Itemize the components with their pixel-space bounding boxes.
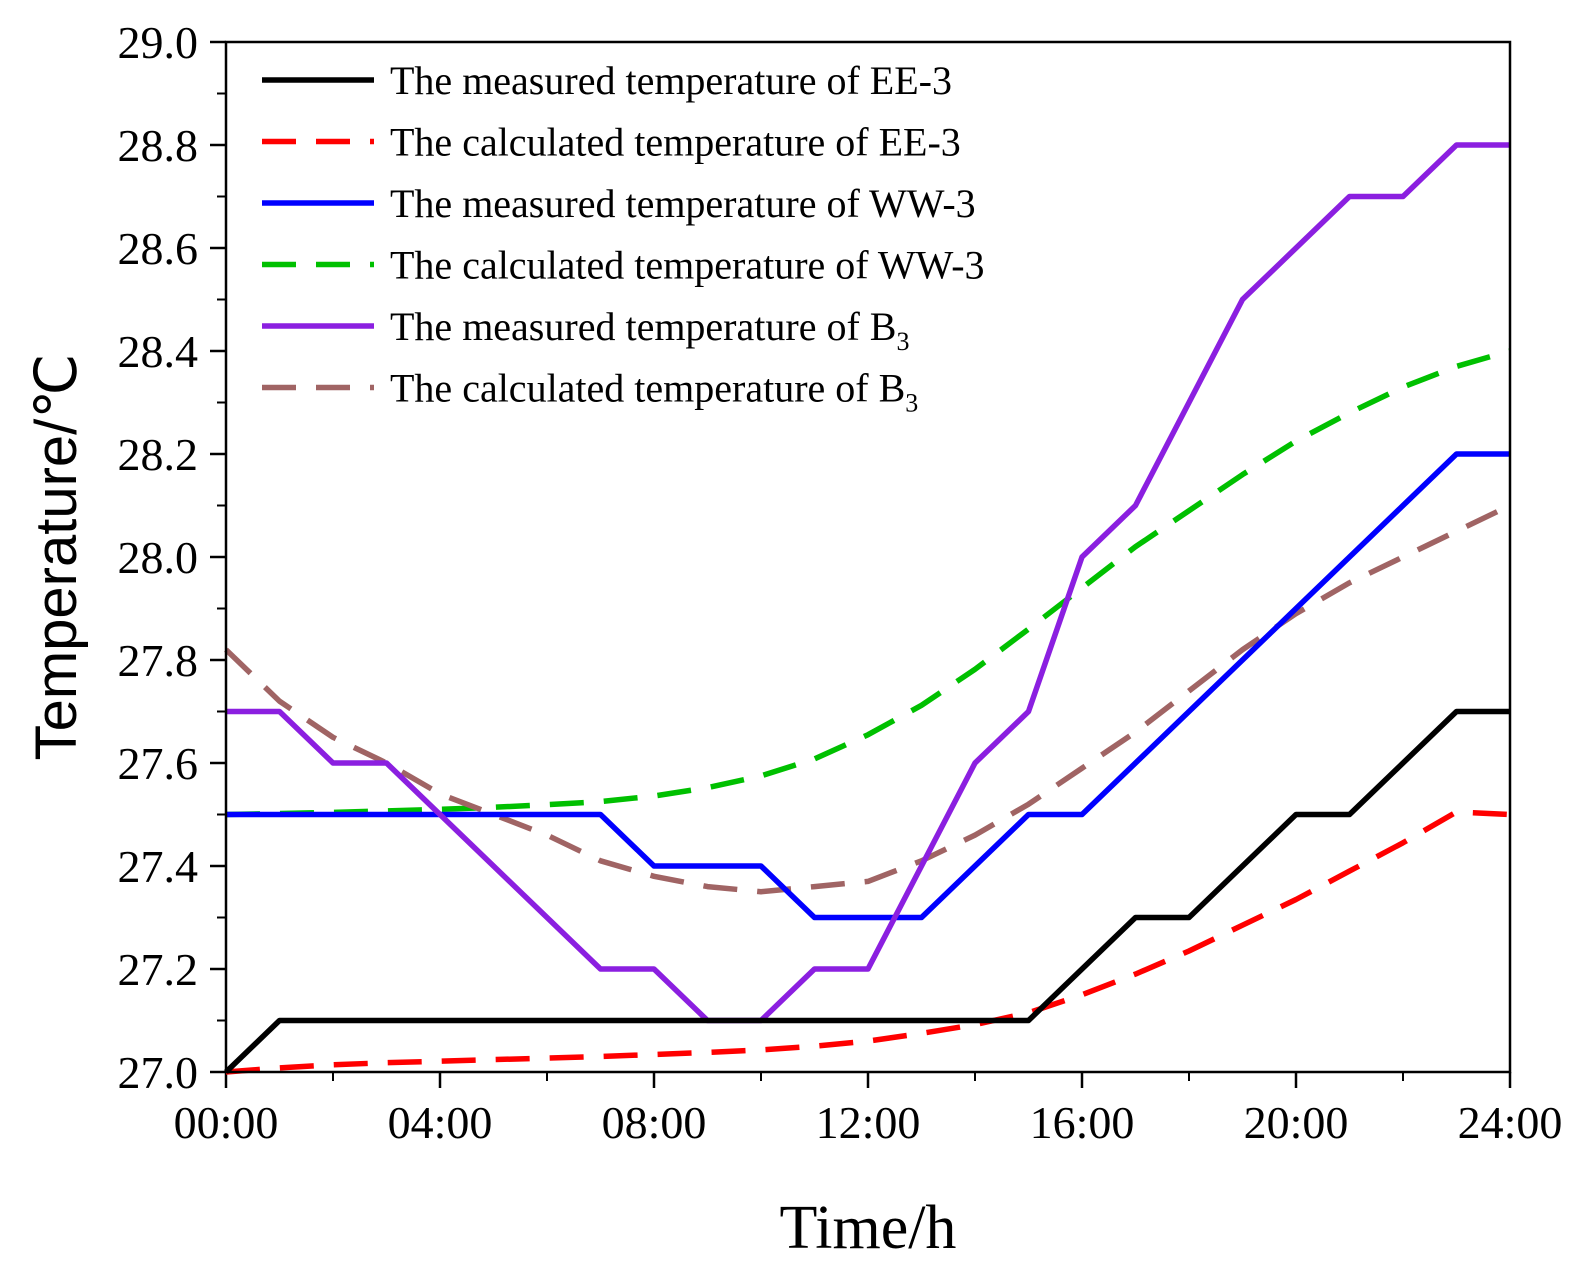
x-tick-label: 12:00 (816, 1097, 921, 1148)
x-tick-label: 08:00 (602, 1097, 707, 1148)
y-axis-title: Temperature/℃ (24, 354, 89, 761)
y-tick-label: 28.2 (118, 429, 199, 480)
y-tick-label: 27.4 (118, 841, 199, 892)
series-layer (224, 142, 1512, 1075)
series-line-1 (224, 708, 1510, 1074)
x-tick-label: 24:00 (1458, 1097, 1563, 1148)
x-axis-title: Time/h (780, 1194, 957, 1262)
y-tick-label: 27.2 (118, 944, 199, 995)
x-tick-label: 00:00 (174, 1097, 279, 1148)
x-tick-label: 04:00 (388, 1097, 493, 1148)
axis-ticks: 00:00 04:00 08:00 12:00 16:00 20:00 24:00 27.0 2… (118, 17, 1563, 1148)
legend-label-4: The calculated temperature of WW-3 (390, 243, 985, 288)
y-tick-label: 27.0 (118, 1047, 199, 1098)
series-line-5 (226, 142, 1510, 1024)
x-tick-label: 16:00 (1030, 1097, 1135, 1148)
y-tick-label: 27.8 (118, 635, 199, 686)
legend-subscript: 3 (905, 389, 918, 418)
legend: The measured temperature of EE-3 The calc… (262, 58, 985, 418)
y-tick-label: 27.6 (118, 738, 199, 789)
legend-label-3: The measured temperature of WW-3 (390, 181, 976, 226)
legend-label-1: The measured temperature of EE-3 (390, 58, 952, 103)
y-tick-label: 28.0 (118, 532, 199, 583)
y-tick-label: 29.0 (118, 17, 199, 68)
legend-subscript: 3 (896, 327, 909, 356)
y-tick-label: 28.4 (118, 326, 199, 377)
series-line-6 (224, 503, 1512, 895)
plot-frame (224, 40, 1512, 1074)
series-line-2 (225, 809, 1511, 1075)
legend-label-2: The calculated temperature of EE-3 (390, 120, 961, 165)
series-line-4 (225, 348, 1511, 818)
legend-label-5: The measured temperature of B3 (390, 304, 909, 356)
y-tick-label: 28.6 (118, 223, 199, 274)
y-tick-label: 28.8 (118, 120, 199, 171)
x-tick-label: 20:00 (1244, 1097, 1349, 1148)
legend-label-6: The calculated temperature of B3 (390, 366, 918, 418)
